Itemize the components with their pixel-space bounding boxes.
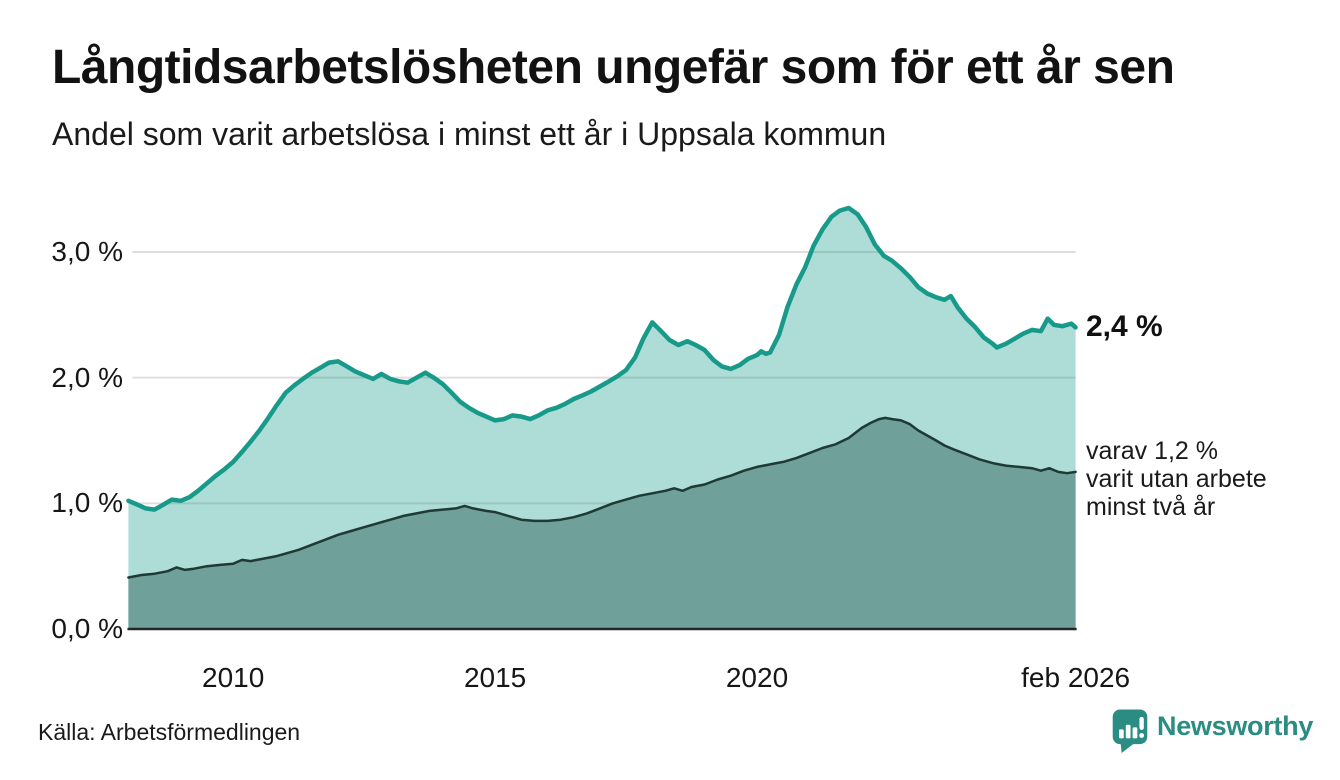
y-axis-tick-label: 0,0 % [51, 613, 123, 644]
newsworthy-icon [1112, 709, 1148, 753]
two-plus-years-annotation: varav 1,2 % varit utan arbete minst två … [1086, 437, 1267, 521]
y-axis-tick-label: 2,0 % [51, 361, 123, 393]
page-subtitle: Andel som varit arbetslösa i minst ett å… [52, 116, 887, 152]
annotation-line: varit utan arbete [1086, 465, 1267, 493]
page-title: Långtidsarbetslösheten ungefär som för e… [52, 41, 1175, 94]
newsworthy-logo: Newsworthy [1112, 709, 1313, 753]
line-total-min-one-year [126, 205, 1078, 512]
x-axis-tick-label: 2015 [463, 662, 527, 693]
area-min-two-years [128, 417, 1076, 629]
annotation-line: varav 1,2 % [1086, 437, 1219, 465]
annotation-line: minst två år [1086, 493, 1216, 521]
line-min-two-years [127, 416, 1077, 579]
x-axis-tick-label: 2010 [202, 662, 265, 693]
y-axis-tick-label: 1,0 % [51, 487, 123, 519]
x-axis-tick-label: 2020 [725, 662, 789, 693]
total-end-value-label: 2,4 % [1086, 310, 1163, 343]
x-axis-tick-label: feb 2026 [1021, 662, 1131, 693]
source-credit: Källa: Arbetsförmedlingen [38, 719, 301, 745]
newsworthy-wordmark: Newsworthy [1157, 711, 1314, 741]
y-axis-tick-label: 3,0 % [51, 236, 123, 268]
